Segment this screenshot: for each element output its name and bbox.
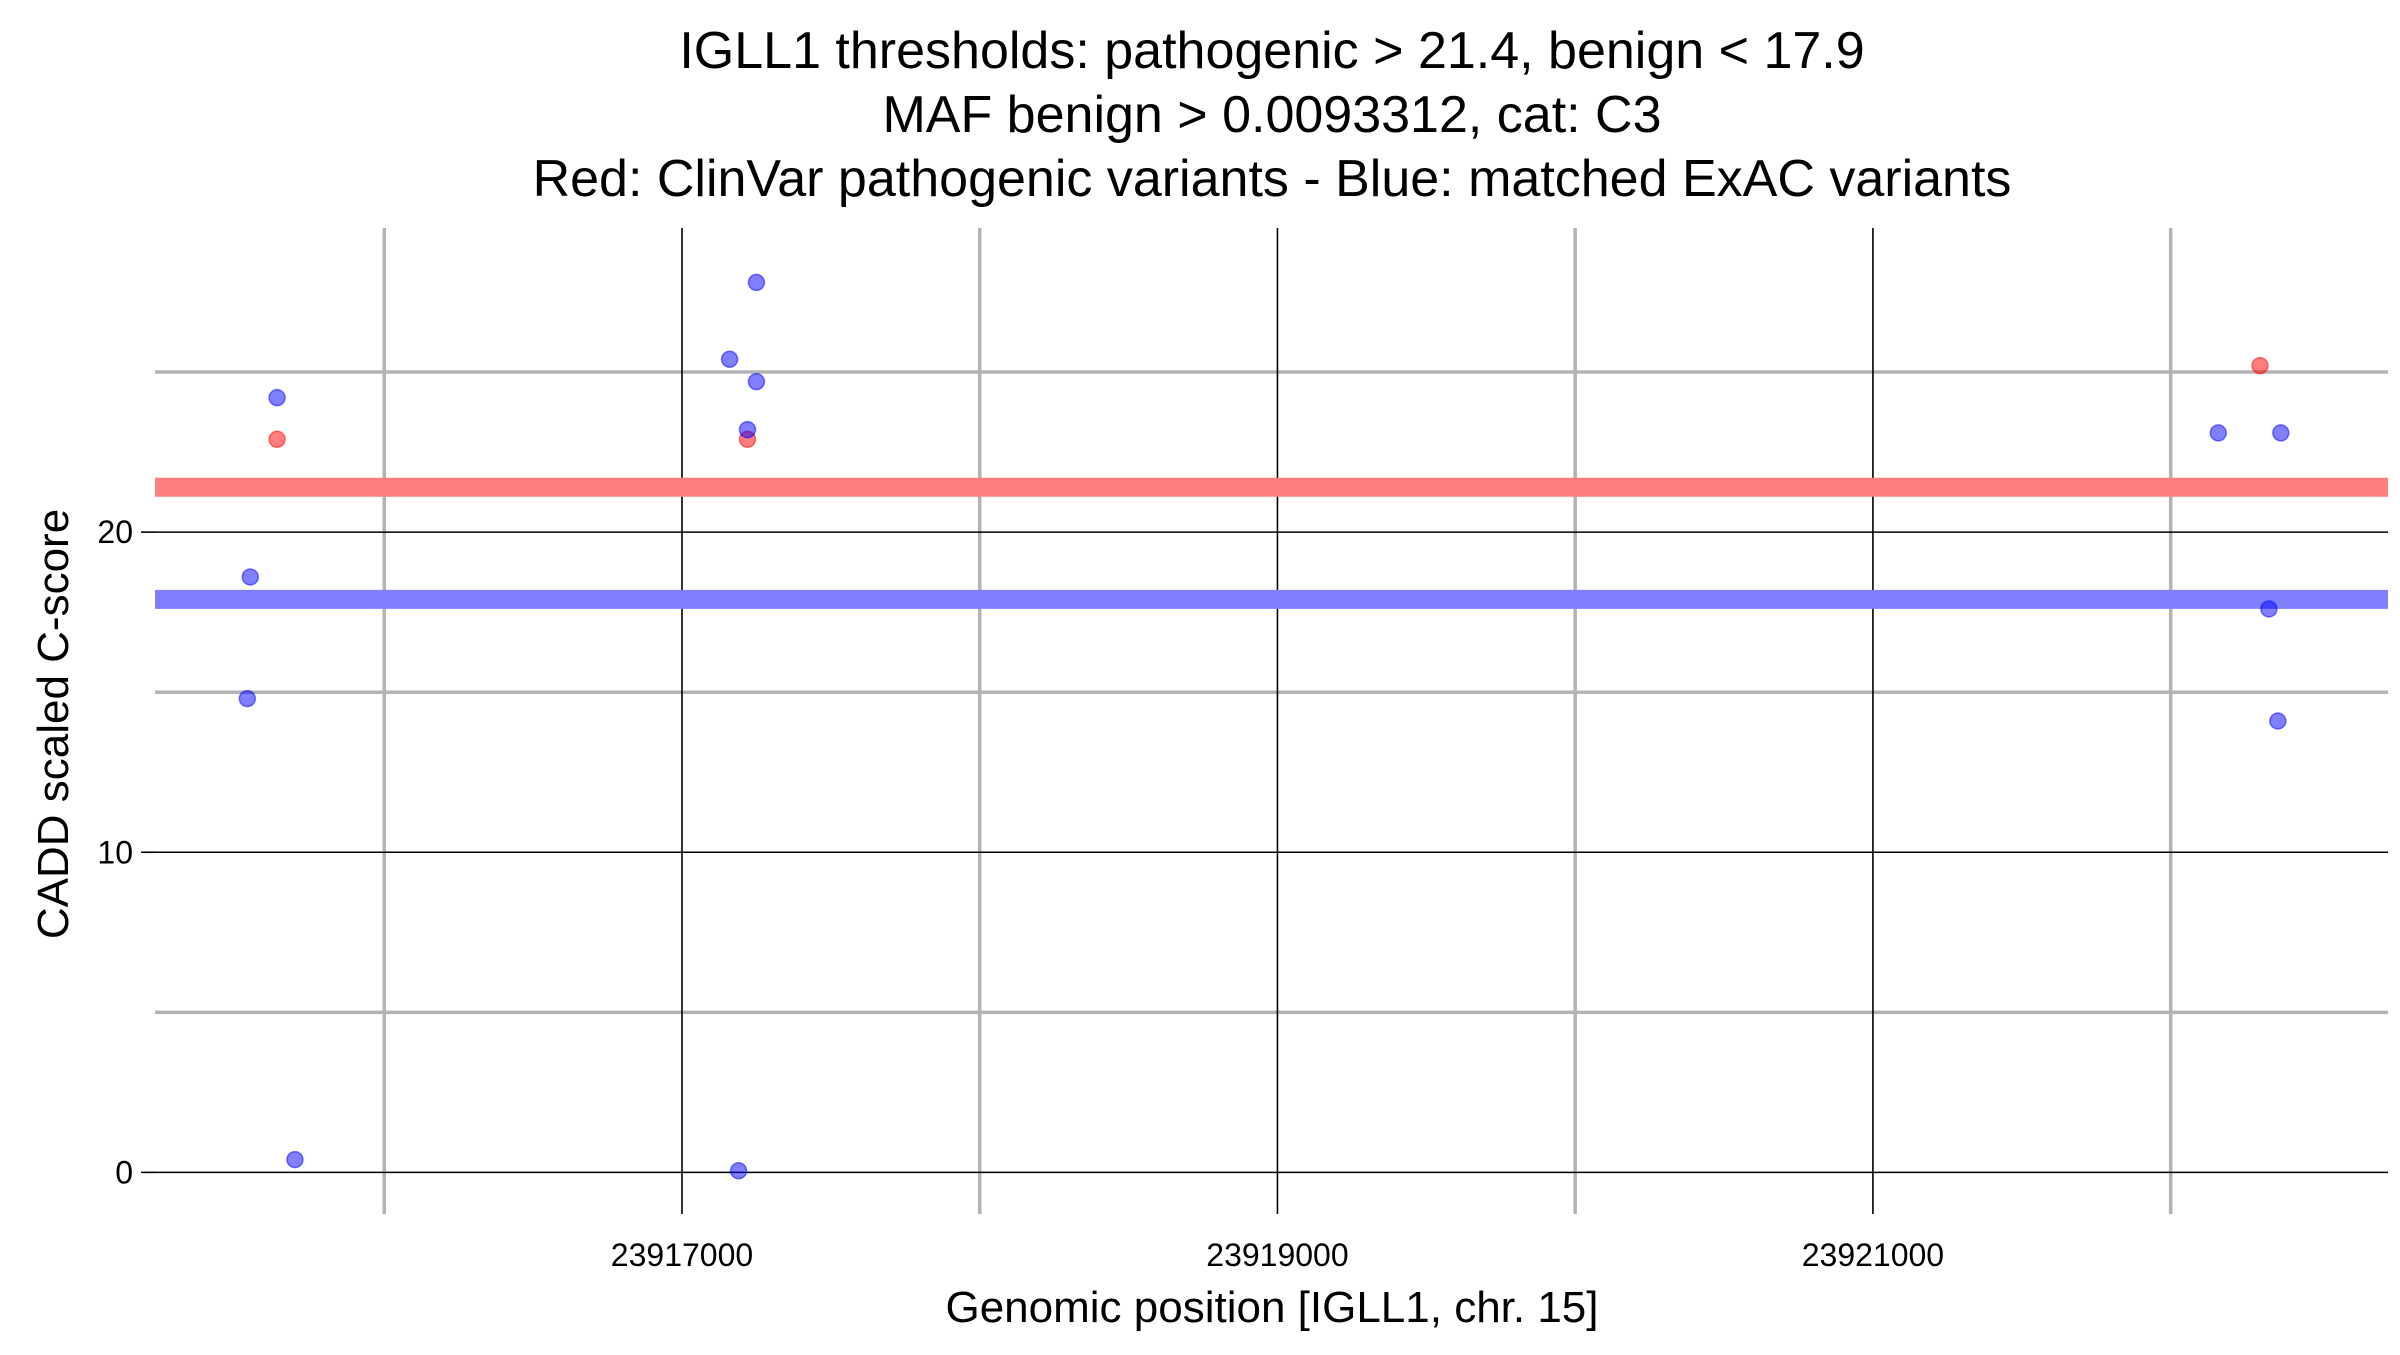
y-tick-label: 20 — [97, 514, 133, 550]
exac-variant-point — [2209, 424, 2228, 442]
x-axis-title: Genomic position [IGLL1, chr. 15] — [945, 1283, 1598, 1332]
exac-variant-point — [286, 1150, 304, 1169]
clinvar-pathogenic-point — [268, 430, 286, 449]
exac-variant-point — [2260, 600, 2278, 618]
x-tick-label: 23917000 — [611, 1237, 753, 1273]
x-tick-label: 23919000 — [1206, 1237, 1348, 1273]
exac-variant-point — [2269, 712, 2287, 730]
exac-variant-point — [241, 568, 260, 586]
y-axis-title: CADD scaled C-score — [29, 509, 78, 939]
grid-major — [155, 228, 2388, 1214]
y-tick-label: 10 — [97, 834, 133, 870]
chart-title-line-1: IGLL1 thresholds: pathogenic > 21.4, ben… — [679, 22, 1864, 80]
exac-variant-point — [2272, 424, 2290, 442]
exac-variant-point — [747, 372, 766, 391]
exac-variant-point — [729, 1162, 748, 1180]
threshold-lines — [155, 477, 2388, 609]
chart-title-line-2: MAF benign > 0.0093312, cat: C3 — [882, 86, 1661, 144]
exac-variant-point — [268, 388, 286, 407]
data-points — [238, 273, 2290, 1180]
x-tick-label: 23921000 — [1802, 1237, 1944, 1273]
chart-title-line-3: Red: ClinVar pathogenic variants - Blue:… — [533, 150, 2012, 208]
clinvar-pathogenic-point — [2251, 356, 2269, 375]
exac-variant-point — [747, 273, 766, 292]
exac-variant-point — [720, 350, 739, 369]
x-axis-ticks: 23917000 23919000 23921000 — [611, 1237, 1944, 1273]
grid-minor — [155, 228, 2388, 1214]
exac-variant-point — [238, 689, 257, 708]
exac-variant-point — [738, 420, 757, 439]
y-tick-label: 0 — [115, 1154, 133, 1190]
chart-title: IGLL1 thresholds: pathogenic > 21.4, ben… — [533, 22, 2012, 208]
y-axis-ticks: 0 10 20 — [97, 514, 155, 1190]
